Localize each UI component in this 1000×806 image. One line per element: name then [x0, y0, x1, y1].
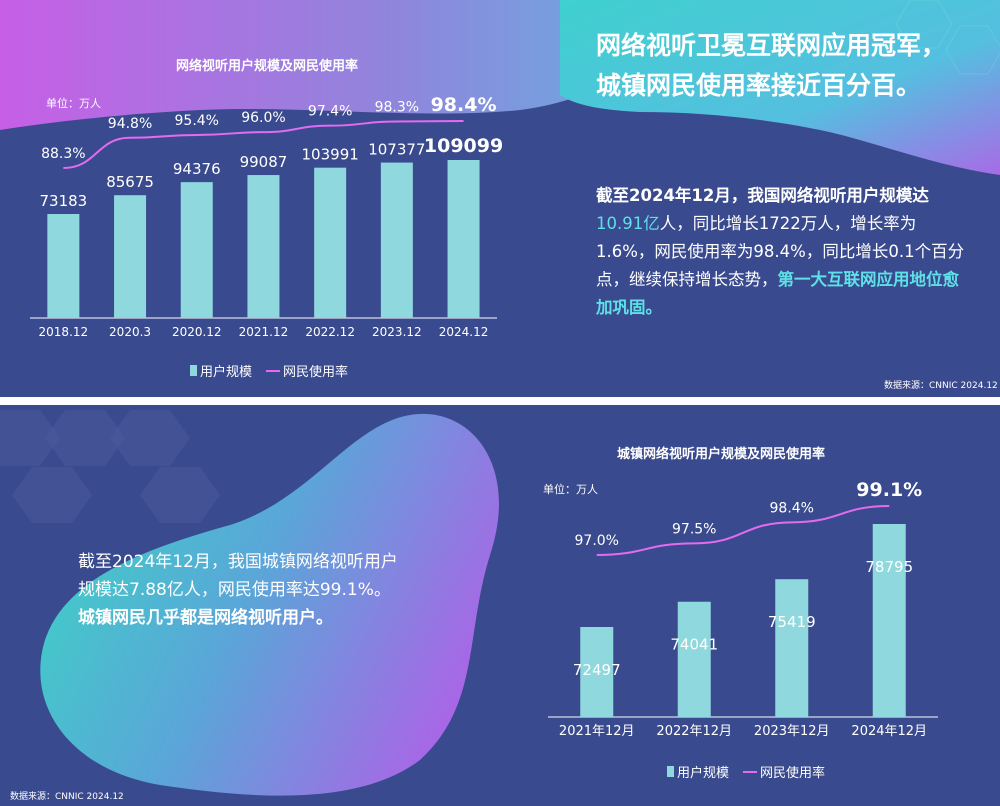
- category-label-1: 2022年12月: [656, 724, 732, 739]
- bottom-hexagons: [0, 410, 220, 523]
- bottom-blob: [40, 413, 499, 796]
- rate-label-2: 98.4%: [770, 500, 814, 516]
- legend-bar-swatch: [667, 766, 674, 777]
- bar-value-label-4: 103991: [302, 146, 359, 164]
- bottom-panel: 截至2024年12月，我国城镇网络视听用户 规模达7.88亿人，网民使用率达99…: [0, 405, 1000, 806]
- bar-2: [180, 182, 213, 318]
- bar-value-label-2: 75419: [768, 613, 816, 631]
- bar-value-label-6: 109099: [424, 135, 503, 157]
- bar-5: [380, 162, 413, 318]
- top-chart: 73183 2018.12 88.3% 85675 2020.3 94.8% 94376 20…: [30, 94, 503, 339]
- bottom-unit-label: 单位：万人: [543, 483, 598, 496]
- rate-label-4: 97.4%: [308, 104, 352, 120]
- rate-label-0: 88.3%: [41, 146, 85, 162]
- top-decor: [0, 0, 1000, 175]
- headline-line-1: 网络视听卫冕互联网应用冠军，: [596, 31, 947, 60]
- category-label-1: 2020.3: [109, 325, 151, 339]
- bar-4: [314, 167, 347, 318]
- category-label-6: 2024.12: [439, 325, 489, 339]
- bottom-paragraph: 截至2024年12月，我国城镇网络视听用户 规模达7.88亿人，网民使用率达99…: [78, 548, 498, 632]
- top-left-wave: [0, 0, 720, 130]
- bar-value-label-0: 72497: [573, 661, 621, 679]
- rate-label-0: 97.0%: [575, 533, 619, 549]
- bottom-legend: 用户规模 网民使用率: [667, 762, 825, 781]
- category-label-0: 2018.12: [39, 325, 89, 339]
- top-headline: 网络视听卫冕互联网应用冠军， 城镇网民使用率接近百分百。: [596, 26, 996, 106]
- top-para-part2: 人，同比增长1722万人，增长率为1.6%，网民使用率为98.4%，同比增长0.…: [596, 214, 965, 289]
- legend-line-label: 网民使用率: [760, 766, 826, 781]
- top-unit-label: 单位：万人: [46, 97, 101, 110]
- top-source: 数据来源：CNNIC 2024.12: [884, 381, 998, 391]
- bar-value-label-1: 74041: [670, 636, 718, 654]
- top-right-wave: [560, 0, 1000, 175]
- legend-bar-label: 用户规模: [677, 766, 730, 781]
- legend-line-swatch: [743, 770, 758, 773]
- bottom-source: 数据来源：CNNIC 2024.12: [10, 792, 124, 802]
- top-panel: 网络视听用户规模及网民使用率 单位：万人 73183 2018.12 88.3% 85…: [0, 0, 1000, 397]
- rate-label-3: 99.1%: [856, 479, 922, 501]
- rate-label-1: 97.5%: [672, 521, 716, 537]
- category-label-3: 2024年12月: [851, 724, 927, 739]
- rate-line: [63, 120, 464, 169]
- rate-label-2: 95.4%: [175, 113, 219, 129]
- bottom-para-bold: 城镇网民几乎都是网络视听用户。: [78, 608, 333, 628]
- bar-value-label-3: 78795: [865, 558, 913, 576]
- bar-value-label-1: 85675: [106, 173, 154, 191]
- category-label-2: 2020.12: [172, 325, 222, 339]
- bar-1: [114, 195, 147, 318]
- bar-value-label-0: 73183: [39, 192, 87, 210]
- rate-label-3: 96.0%: [241, 110, 285, 126]
- bar-3: [872, 524, 906, 717]
- bar-6: [447, 160, 480, 318]
- bottom-chart: 72497 2021年12月 97.0% 74041 2022年12月 97.5% 7541…: [548, 479, 938, 739]
- legend-line-label: 网民使用率: [283, 365, 349, 380]
- legend-bar-label: 用户规模: [200, 365, 253, 380]
- bottom-chart-title: 城镇网络视听用户规模及网民使用率: [617, 447, 826, 462]
- bar-value-label-2: 94376: [173, 160, 221, 178]
- bottom-decor: [0, 410, 499, 796]
- category-label-2: 2023年12月: [754, 724, 830, 739]
- top-legend: 用户规模 网民使用率: [190, 361, 348, 380]
- category-label-4: 2022.12: [305, 325, 355, 339]
- category-label-3: 2021.12: [239, 325, 289, 339]
- top-para-part1: 截至2024年12月，我国网络视听用户规模达: [596, 186, 929, 205]
- top-para-highlight2: 第一大互联网应用地位愈加巩固。: [596, 270, 959, 317]
- bar-value-label-3: 99087: [240, 153, 288, 171]
- bar-3: [247, 175, 280, 318]
- category-label-0: 2021年12月: [559, 724, 635, 739]
- headline-line-2: 城镇网民使用率接近百分百。: [596, 71, 922, 100]
- bottom-para-line2: 规模达7.88亿人，网民使用率达99.1%。: [78, 580, 391, 600]
- rate-label-5: 98.3%: [375, 99, 419, 115]
- rate-line: [596, 505, 890, 556]
- top-para-highlight1: 10.91亿: [596, 214, 660, 233]
- legend-bar-swatch: [190, 365, 197, 376]
- hexagon-decor: [895, 0, 1000, 75]
- category-label-5: 2023.12: [372, 325, 422, 339]
- bar-0: [580, 627, 614, 717]
- bar-value-label-5: 107377: [368, 141, 425, 159]
- bar-0: [47, 214, 80, 318]
- legend-line-swatch: [266, 369, 281, 372]
- top-chart-title: 网络视听用户规模及网民使用率: [176, 59, 359, 74]
- bar-1: [677, 601, 711, 717]
- rate-label-6: 98.4%: [431, 94, 497, 116]
- bar-2: [775, 579, 809, 717]
- top-paragraph: 截至2024年12月，我国网络视听用户规模达 10.91亿人，同比增长1722万人…: [596, 182, 968, 322]
- bottom-para-line1: 截至2024年12月，我国城镇网络视听用户: [78, 552, 398, 572]
- rate-label-1: 94.8%: [108, 116, 152, 132]
